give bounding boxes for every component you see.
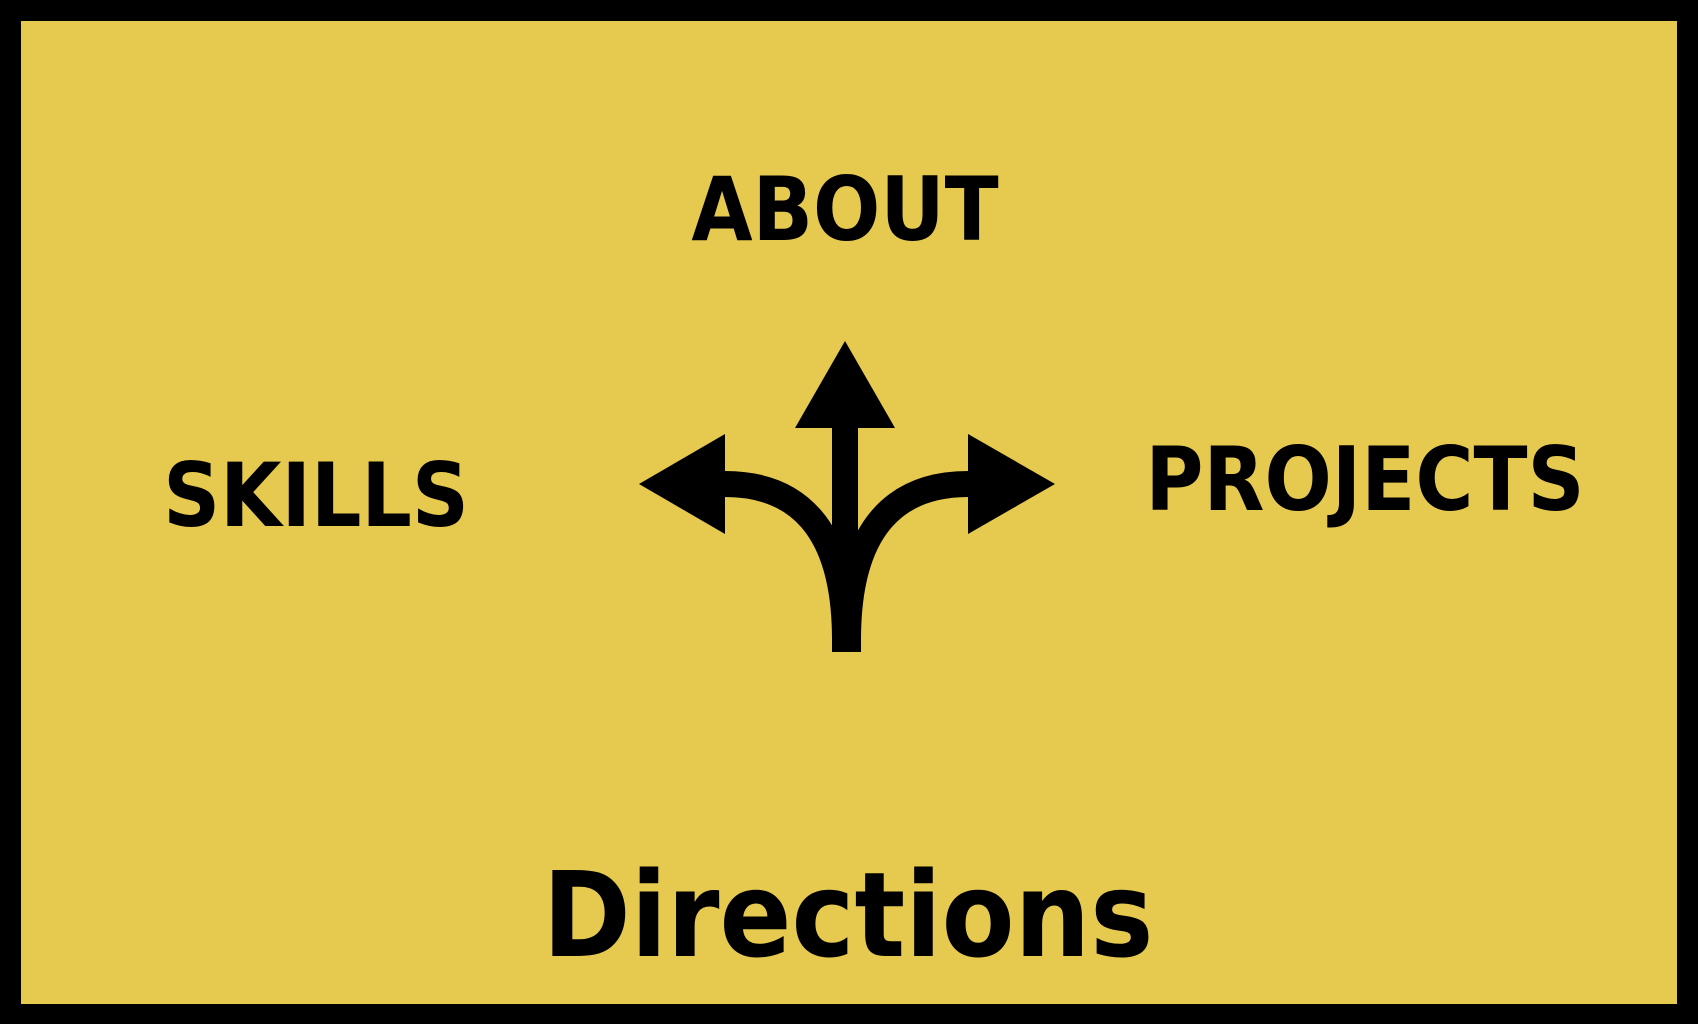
nav-about-link[interactable]: ABOUT <box>691 158 999 261</box>
nav-projects-link[interactable]: PROJECTS <box>1145 428 1585 531</box>
page-title: Directions <box>542 846 1154 984</box>
nav-skills-link[interactable]: SKILLS <box>163 444 469 547</box>
